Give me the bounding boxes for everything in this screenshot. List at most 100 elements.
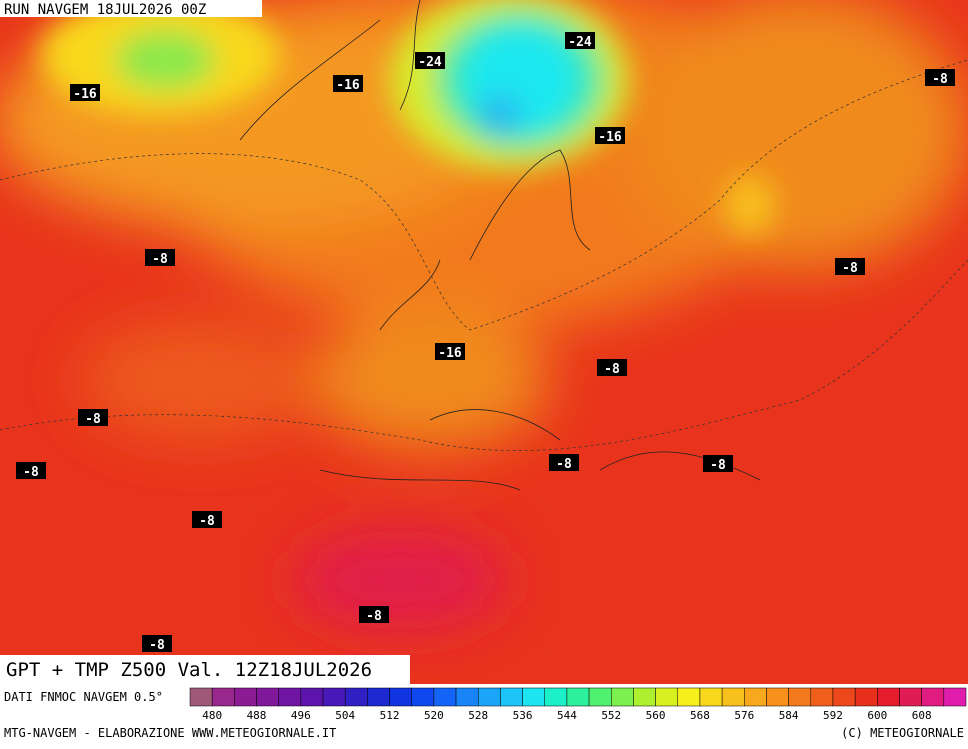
temperature-label: -8 (556, 457, 572, 472)
run-label: RUN NAVGEM 18JUL2026 00Z (4, 2, 206, 18)
colorbar-label: 608 (912, 709, 932, 722)
colorbar: 480 488 496 504 512 520 528 536 544 552 560 568 576 5… (189, 687, 967, 722)
temperature-label: -8 (366, 609, 382, 624)
colorbar-label: 488 (247, 709, 267, 722)
temperature-label: -8 (85, 412, 101, 427)
colorbar-swatch (611, 687, 634, 707)
colorbar-label: 560 (646, 709, 666, 722)
label-box (597, 359, 627, 376)
temperature-label: -8 (199, 514, 215, 529)
temperature-label: -16 (336, 78, 360, 93)
colorbar-swatch (256, 687, 279, 707)
map-title: GPT + TMP Z500 Val. 12Z18JUL2026 (6, 659, 372, 681)
colorbar-swatch (211, 687, 235, 707)
colorbar-label: 520 (424, 709, 444, 722)
colorbar-swatch (699, 687, 723, 707)
temperature-label: -16 (73, 87, 97, 102)
temperature-label: -16 (438, 346, 462, 361)
temperature-labels: -16 -24 -16 -24 -8 -16 -8 -8 -16 -8 -8 -8 -8 -8 -8 -8 -8 (16, 32, 955, 653)
label-box (925, 69, 955, 86)
coastlines (239, 0, 761, 491)
credit: MTG-NAVGEM - ELABORAZIONE WWW.METEOGIORN… (4, 726, 336, 740)
colorbar-label: 544 (557, 709, 577, 722)
colorbar-swatch (721, 687, 745, 707)
colorbar-swatch (921, 687, 945, 707)
colorbar-label: 584 (779, 709, 799, 722)
temperature-label: -16 (598, 130, 622, 145)
label-box (192, 511, 222, 528)
colorbar-swatch (877, 687, 900, 707)
label-box (145, 249, 175, 266)
label-box (549, 454, 579, 471)
colorbar-label: 536 (513, 709, 533, 722)
colorbar-swatch (344, 687, 368, 707)
temperature-label: -8 (604, 362, 620, 377)
colorbar-swatch (588, 687, 612, 707)
temperature-label: -24 (568, 35, 592, 50)
colorbar-swatch (455, 687, 479, 707)
temperature-label: -24 (418, 55, 442, 70)
label-box (359, 606, 389, 623)
header-box (0, 0, 262, 17)
colorbar-swatch (744, 687, 767, 707)
colorbar-swatch (854, 687, 878, 707)
colorbar-label: 496 (291, 709, 311, 722)
label-box (835, 258, 865, 275)
label-box (70, 84, 100, 101)
colorbar-swatch (367, 687, 390, 707)
colorbar-swatch (300, 687, 324, 707)
colorbar-swatch (234, 687, 257, 707)
label-box (595, 127, 625, 144)
colorbar-swatch (810, 687, 834, 707)
copyright: (C) METEOGIORNALE (841, 726, 964, 740)
temperature-label: -8 (932, 72, 948, 87)
colorbar-swatch (278, 687, 302, 707)
label-box (565, 32, 595, 49)
colorbar-swatch (899, 687, 922, 707)
label-box (16, 462, 46, 479)
temperature-label: -8 (710, 458, 726, 473)
map-field (0, 0, 968, 684)
colorbar-swatch (477, 687, 501, 707)
colorbar-swatch (633, 687, 656, 707)
colorbar-swatch (500, 687, 523, 707)
colorbar-swatch (544, 687, 568, 707)
colorbar-label: 576 (734, 709, 754, 722)
colorbar-label: 480 (202, 709, 222, 722)
colorbar-label: 600 (867, 709, 887, 722)
colorbar-label: 552 (601, 709, 621, 722)
temperature-label: -8 (149, 638, 165, 653)
label-box (415, 52, 445, 69)
legend-source: DATI FNMOC NAVGEM 0.5° (4, 690, 163, 704)
label-box (435, 343, 465, 360)
colorbar-swatch (322, 687, 346, 707)
colorbar-label: 528 (468, 709, 488, 722)
label-box (142, 635, 172, 652)
label-box (333, 75, 363, 92)
colorbar-swatch (433, 687, 457, 707)
colorbar-swatch (655, 687, 679, 707)
colorbar-label: 568 (690, 709, 710, 722)
colorbar-swatch (189, 687, 213, 707)
label-box (78, 409, 108, 426)
colorbar-swatch (389, 687, 412, 707)
colorbar-swatch (677, 687, 701, 707)
colorbar-swatch (788, 687, 812, 707)
colorbar-swatch (943, 687, 967, 707)
label-box (703, 455, 733, 472)
colorbar-swatch (832, 687, 856, 707)
temperature-label: -8 (152, 252, 168, 267)
temperature-label: -8 (842, 261, 858, 276)
colorbar-swatch (566, 687, 590, 707)
title-box (0, 655, 410, 684)
colorbar-swatch (411, 687, 435, 707)
temperature-label: -8 (23, 465, 39, 480)
colorbar-label: 592 (823, 709, 843, 722)
isolines (0, 59, 968, 451)
colorbar-label: 512 (380, 709, 400, 722)
colorbar-label: 504 (335, 709, 355, 722)
colorbar-swatch (766, 687, 789, 707)
colorbar-swatch (522, 687, 545, 707)
